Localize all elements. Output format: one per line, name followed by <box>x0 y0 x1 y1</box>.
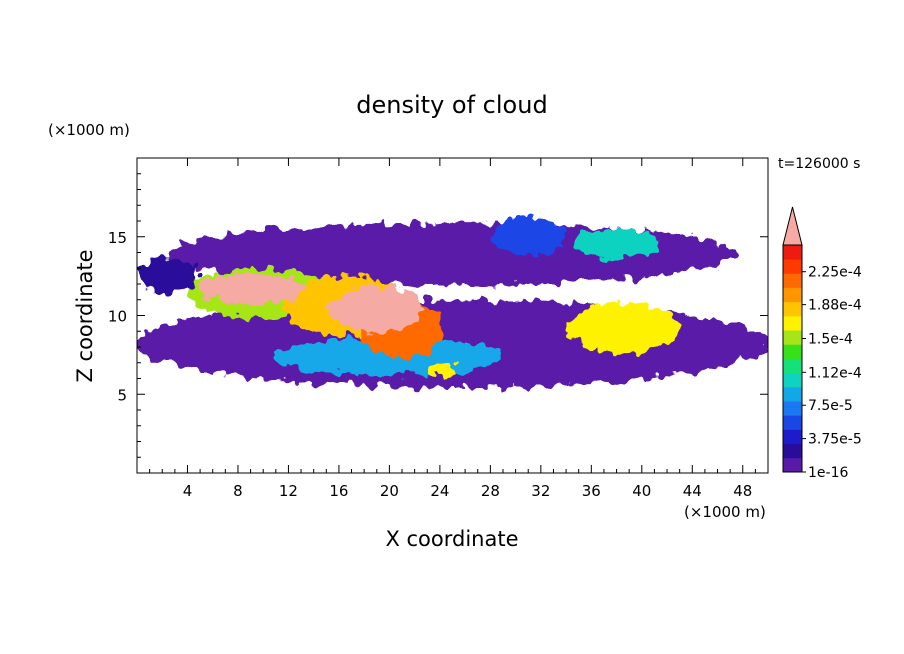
colorbar-swatch <box>783 259 802 274</box>
x-tick-label: 8 <box>233 482 243 500</box>
x-tick-label: 4 <box>183 482 193 500</box>
colorbar-swatch <box>783 457 802 473</box>
colorbar-swatch <box>783 301 802 317</box>
colorbar-label: 1.88e-4 <box>808 298 862 314</box>
colorbar-swatch <box>783 315 802 331</box>
y-tick-label: 5 <box>117 386 127 404</box>
colorbar-swatch <box>783 386 802 402</box>
chart-title: density of cloud <box>356 91 547 119</box>
x-tick-label: 16 <box>329 482 348 500</box>
colorbar-swatch <box>783 330 802 345</box>
cloud-region-11 <box>331 285 423 333</box>
colorbar-swatch <box>783 401 802 416</box>
cloud-region-4 <box>571 228 662 258</box>
x-axis-title: X coordinate <box>385 527 518 551</box>
y-unit-label: (×1000 m) <box>48 121 130 139</box>
cloud-region-3 <box>490 217 567 256</box>
x-tick-label: 28 <box>481 482 500 500</box>
y-axis: 5 10 15 <box>108 173 768 458</box>
cloud-region-2 <box>137 257 201 292</box>
cloud-field <box>137 217 768 388</box>
x-tick-label: 44 <box>683 482 702 500</box>
cloud-region-9 <box>566 302 680 354</box>
time-label: t=126000 s <box>778 156 860 172</box>
colorbar-label: 2.25e-4 <box>808 265 862 281</box>
colorbar-swatch <box>783 273 802 288</box>
colorbar-extend-arrow <box>782 206 803 246</box>
colorbar-label: 7.5e-5 <box>808 398 853 414</box>
colorbar-label: 3.75e-5 <box>808 432 862 448</box>
cloud-region-12 <box>429 359 456 379</box>
colorbar-swatch <box>783 372 802 388</box>
colorbar-label: 1.12e-4 <box>808 365 862 381</box>
colorbar-swatch <box>783 287 802 303</box>
colorbar-swatch <box>783 429 802 445</box>
x-unit-label: (×1000 m) <box>684 503 766 521</box>
y-axis-title: Z coordinate <box>73 249 97 382</box>
x-tick-label: 32 <box>531 482 550 500</box>
colorbar-label: 1e-16 <box>808 465 848 481</box>
colorbar-swatch <box>783 344 802 359</box>
colorbar-swatch <box>783 358 802 374</box>
cloud-region-10 <box>197 272 304 305</box>
x-tick-label: 20 <box>380 482 399 500</box>
colorbar-frame <box>782 244 803 473</box>
x-tick-label: 40 <box>632 482 651 500</box>
x-tick-label: 48 <box>733 482 752 500</box>
colorbar-label: 1.5e-4 <box>808 331 853 347</box>
x-tick-label: 36 <box>582 482 601 500</box>
x-tick-label: 12 <box>279 482 298 500</box>
colorbar-swatch <box>783 415 802 430</box>
colorbar-swatch <box>783 443 802 459</box>
x-axis: 4 8 12 16 20 24 28 32 36 40 44 48 <box>149 158 756 500</box>
y-tick-label: 15 <box>108 229 127 247</box>
colorbar-swatch <box>783 245 802 260</box>
colorbar: 1e-16 3.75e-5 7.5e-5 1.12e-4 1.5e-4 1.88e-4 2.… <box>782 206 862 481</box>
x-tick-label: 24 <box>430 482 449 500</box>
y-tick-label: 10 <box>108 308 127 326</box>
